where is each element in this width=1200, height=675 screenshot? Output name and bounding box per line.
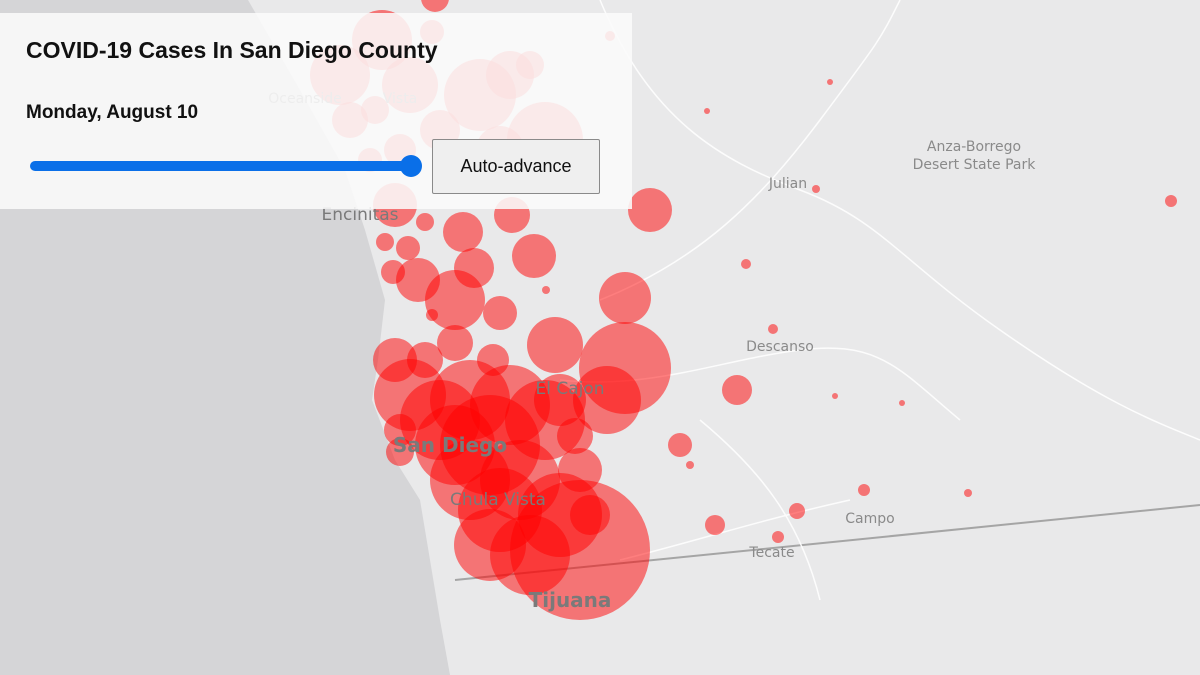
slider-track[interactable] (30, 161, 410, 171)
case-bubble[interactable] (542, 286, 550, 294)
case-bubble[interactable] (426, 309, 438, 321)
case-bubble[interactable] (964, 489, 972, 497)
place-label-tecate: Tecate (749, 545, 795, 561)
case-bubble[interactable] (686, 461, 694, 469)
place-label-descanso: Descanso (746, 339, 814, 355)
control-panel: COVID-19 Cases In San Diego County Monda… (0, 13, 632, 209)
case-bubble[interactable] (527, 317, 583, 373)
case-bubble[interactable] (812, 185, 820, 193)
case-bubble[interactable] (772, 531, 784, 543)
case-bubble[interactable] (668, 433, 692, 457)
case-bubble[interactable] (421, 0, 449, 12)
case-bubble[interactable] (512, 234, 556, 278)
case-bubble[interactable] (483, 296, 517, 330)
map-title: COVID-19 Cases In San Diego County (26, 37, 438, 63)
place-label-sandiego: San Diego (392, 433, 508, 457)
case-bubble[interactable] (628, 188, 672, 232)
case-bubble[interactable] (396, 236, 420, 260)
case-bubble[interactable] (827, 79, 833, 85)
auto-advance-button[interactable]: Auto-advance (432, 139, 600, 194)
place-label-julian: Julian (768, 176, 808, 192)
case-bubble[interactable] (490, 515, 570, 595)
case-bubble[interactable] (599, 272, 651, 324)
case-bubble[interactable] (1165, 195, 1177, 207)
date-slider[interactable] (30, 155, 422, 177)
case-bubble[interactable] (704, 108, 710, 114)
case-bubble[interactable] (832, 393, 838, 399)
case-bubble[interactable] (437, 325, 473, 361)
case-bubble[interactable] (425, 270, 485, 330)
case-bubble[interactable] (443, 212, 483, 252)
case-bubble[interactable] (386, 438, 414, 466)
date-label: Monday, August 10 (26, 102, 199, 123)
case-bubble[interactable] (858, 484, 870, 496)
case-bubble[interactable] (741, 259, 751, 269)
case-bubble[interactable] (573, 366, 641, 434)
case-bubble[interactable] (768, 324, 778, 334)
case-bubble[interactable] (534, 374, 586, 426)
slider-thumb[interactable] (400, 155, 422, 177)
case-bubble[interactable] (722, 375, 752, 405)
case-bubble[interactable] (416, 213, 434, 231)
place-label-tijuana: Tijuana (528, 588, 612, 612)
place-label-elcajon: El Cajon (535, 379, 605, 399)
case-bubble[interactable] (899, 400, 905, 406)
case-bubble[interactable] (384, 414, 416, 446)
place-label-campo: Campo (845, 511, 895, 527)
place-label-anza: Anza-Borrego Desert State Park (912, 139, 1036, 173)
place-label-chulavista: Chula Vista (450, 490, 546, 510)
place-label-encinitas: Encinitas (321, 205, 399, 225)
case-bubble[interactable] (376, 233, 394, 251)
case-bubble[interactable] (705, 515, 725, 535)
case-bubble[interactable] (789, 503, 805, 519)
case-bubble[interactable] (557, 418, 593, 454)
